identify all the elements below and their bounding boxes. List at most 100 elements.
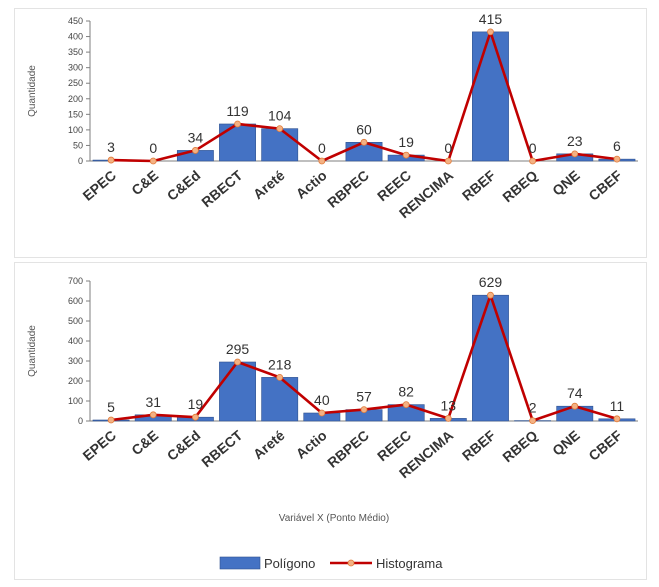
x-tick-label-cbef: CBEF [585, 167, 625, 204]
chart-panel-top: 0 50 100 150 200 250 300 350 400 450 Quantidade 3 0 3… [14, 8, 647, 258]
histograma-point-c-ed [191, 413, 199, 421]
x-tick-label-qne: QNE [549, 427, 583, 459]
histograma-point-qne [571, 402, 579, 410]
histograma-point-rbect [234, 120, 241, 128]
histograma-point-rbpec [360, 138, 368, 146]
x-tick-label-rbpec: RBPEC [324, 167, 372, 211]
chart-top: 0 50 100 150 200 250 300 350 400 450 Quantidade 3 0 3… [27, 11, 638, 221]
legend-label-poligono: Polígono [264, 556, 315, 571]
histograma-point-epec [107, 416, 115, 424]
histograma-point-c-ed [191, 147, 199, 154]
x-tick-label-rbect: RBECT [198, 427, 246, 471]
histograma-point-qne [571, 150, 579, 158]
bar-rbect [219, 361, 256, 422]
data-label-epec: 5 [107, 399, 115, 415]
x-tick-label-aret: Areté [250, 167, 288, 202]
data-label-reec: 19 [398, 134, 414, 150]
x-tick-label-c-e: C&E [128, 427, 161, 458]
y-tick-label: 100 [68, 396, 83, 406]
data-label-cbef: 6 [613, 138, 621, 154]
data-label-c-ed: 34 [188, 129, 204, 145]
data-label-cbef: 11 [610, 398, 625, 414]
bar-aret [261, 377, 299, 422]
data-label-rbeq: 0 [529, 140, 537, 156]
data-label-rencima: 13 [441, 397, 457, 413]
y-axis-title: Quantidade [27, 65, 38, 117]
data-label-rbect: 295 [226, 341, 250, 357]
legend: Polígono Histograma [219, 556, 443, 571]
legend-swatch-poligono [219, 556, 261, 570]
histograma-point-actio [318, 157, 326, 165]
y-tick-label: 400 [68, 32, 83, 42]
y-tick-label: 400 [68, 336, 83, 346]
legend-label-histograma: Histograma [376, 556, 443, 571]
chart-panel-bottom: 0 100 200 300 400 500 600 700 Quantidade 5 31 19 295… [14, 262, 647, 580]
histograma-point-rencima [444, 157, 452, 165]
x-tick-label-epec: EPEC [80, 167, 119, 204]
histograma-point-c-e [149, 157, 157, 165]
x-tick-label-rbef: RBEF [459, 167, 499, 204]
x-tick-label-rbect: RBECT [198, 167, 246, 211]
x-tick-label-rbeq: RBEQ [499, 427, 540, 465]
x-tick-label-cbef: CBEF [585, 427, 625, 464]
bar-rbef [472, 294, 509, 422]
data-label-aret: 104 [268, 108, 292, 124]
histograma-point-rbect [234, 358, 241, 366]
histograma-point-rencima [444, 414, 452, 422]
histograma-point-rbef [487, 291, 494, 299]
y-tick-label: 0 [78, 156, 83, 166]
bar-rbect [219, 123, 256, 162]
y-tick-label: 50 [73, 140, 83, 150]
data-label-qne: 74 [567, 385, 583, 401]
data-label-c-e: 0 [149, 140, 157, 156]
data-label-aret: 218 [268, 356, 292, 372]
data-label-reec: 82 [398, 384, 414, 400]
histograma-point-reec [402, 151, 410, 159]
x-tick-label-aret: Areté [250, 427, 288, 462]
histograma-point-c-e [149, 411, 157, 419]
histograma-point-aret [276, 374, 284, 381]
histograma-point-actio [318, 409, 326, 417]
y-tick-label: 200 [68, 94, 83, 104]
y-tick-label: 450 [68, 16, 83, 26]
x-tick-label-rbpec: RBPEC [324, 427, 372, 471]
y-tick-label: 350 [68, 47, 83, 57]
x-tick-label-actio: Actio [293, 167, 330, 202]
y-axis-title: Quantidade [27, 325, 38, 377]
data-label-c-e: 31 [145, 394, 161, 410]
histograma-point-epec [107, 156, 115, 164]
y-tick-label: 200 [68, 376, 83, 386]
y-tick-label: 300 [68, 356, 83, 366]
histograma-point-aret [276, 125, 284, 133]
x-tick-label-rbeq: RBEQ [499, 167, 540, 205]
histograma-point-rbpec [360, 406, 368, 414]
histograma-point-rbef [487, 28, 494, 36]
x-tick-label-actio: Actio [293, 427, 330, 462]
y-tick-label: 300 [68, 63, 83, 73]
legend-marker-histograma [347, 559, 355, 567]
histograma-point-cbef [613, 155, 621, 163]
data-label-rbpec: 60 [356, 121, 372, 137]
x-tick-label-qne: QNE [549, 167, 583, 199]
histograma-point-rbeq [529, 417, 537, 425]
data-label-rbef: 415 [479, 11, 503, 27]
data-label-rbef: 629 [479, 274, 503, 290]
y-tick-label: 250 [68, 78, 83, 88]
y-tick-label: 0 [78, 416, 83, 426]
data-label-actio: 0 [318, 140, 326, 156]
histograma-point-reec [402, 401, 410, 409]
bar-aret [261, 128, 299, 162]
data-label-rbpec: 57 [356, 389, 372, 405]
data-label-rencima: 0 [444, 140, 452, 156]
x-tick-label-rbef: RBEF [459, 427, 499, 464]
data-label-c-ed: 19 [188, 396, 204, 412]
y-tick-label: 100 [68, 125, 83, 135]
x-tick-label-c-e: C&E [128, 167, 161, 198]
data-label-epec: 3 [107, 139, 115, 155]
data-label-rbeq: 2 [529, 400, 537, 416]
x-axis-title: Variável X (Ponto Médio) [279, 513, 389, 524]
data-label-rbect: 119 [226, 103, 249, 119]
data-label-qne: 23 [567, 133, 583, 149]
bar-rbef [472, 31, 509, 162]
